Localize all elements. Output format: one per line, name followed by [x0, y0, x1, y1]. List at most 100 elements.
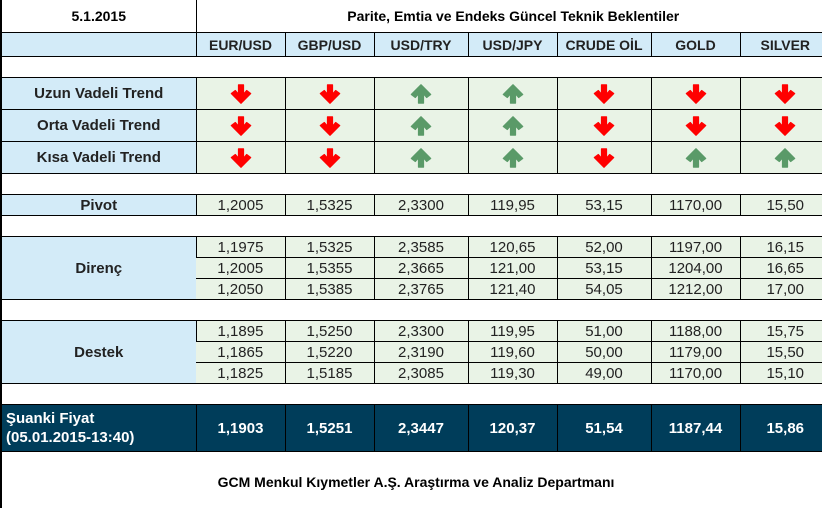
- pivot-label: Pivot: [2, 195, 196, 216]
- arrow-down-icon: [591, 83, 617, 105]
- report-title: Parite, Emtia ve Endeks Güncel Teknik Be…: [196, 0, 822, 33]
- current-price-row: Şuanki Fiyat (05.01.2015-13:40) 1,1903 1…: [2, 405, 822, 452]
- current-price-value: 120,37: [468, 405, 557, 452]
- col-header-eurusd: EUR/USD: [196, 33, 285, 57]
- arrow-down-icon: [683, 115, 709, 137]
- support-value: 2,3300: [374, 321, 468, 342]
- pivot-value: 1,5325: [285, 195, 374, 216]
- arrow-down-icon: [228, 115, 254, 137]
- trend-cell: [651, 78, 740, 110]
- spacer-row: [2, 384, 822, 405]
- current-price-value: 1,5251: [285, 405, 374, 452]
- support-value: 1,1825: [196, 363, 285, 384]
- resistance-value: 121,00: [468, 258, 557, 279]
- col-header-usdjpy: USD/JPY: [468, 33, 557, 57]
- trend-cell: [196, 110, 285, 142]
- resistance-value: 16,65: [740, 258, 822, 279]
- support-value: 15,75: [740, 321, 822, 342]
- pivot-row: Pivot 1,2005 1,5325 2,3300 119,95 53,15 …: [2, 195, 822, 216]
- trend-row-long: Uzun Vadeli Trend: [2, 78, 822, 110]
- trend-cell: [468, 110, 557, 142]
- arrow-up-icon: [500, 115, 526, 137]
- arrow-up-icon: [500, 147, 526, 169]
- current-price-value: 2,3447: [374, 405, 468, 452]
- spacer-row: [2, 216, 822, 237]
- pivot-value: 119,95: [468, 195, 557, 216]
- support-value: 1,1895: [196, 321, 285, 342]
- support-value: 50,00: [557, 342, 651, 363]
- current-price-value: 1,1903: [196, 405, 285, 452]
- trend-cell: [557, 110, 651, 142]
- support-value: 1,5220: [285, 342, 374, 363]
- trend-cell: [740, 110, 822, 142]
- resistance-value: 1,5355: [285, 258, 374, 279]
- report-date: 5.1.2015: [2, 0, 196, 33]
- current-price-title: Şuanki Fiyat: [6, 409, 196, 428]
- resistance-value: 1,2005: [196, 258, 285, 279]
- resistance-row-1: Direnç 1,1975 1,5325 2,3585 120,65 52,00…: [2, 237, 822, 258]
- resistance-label: Direnç: [2, 237, 196, 300]
- trend-label: Kısa Vadeli Trend: [2, 142, 196, 174]
- trend-cell: [557, 142, 651, 174]
- resistance-value: 1212,00: [651, 279, 740, 300]
- resistance-value: 120,65: [468, 237, 557, 258]
- trend-cell: [468, 78, 557, 110]
- resistance-value: 17,00: [740, 279, 822, 300]
- spacer-row: [2, 174, 822, 195]
- arrow-up-icon: [772, 147, 798, 169]
- trend-row-medium: Orta Vadeli Trend: [2, 110, 822, 142]
- trend-cell: [285, 110, 374, 142]
- arrow-down-icon: [228, 83, 254, 105]
- support-value: 119,30: [468, 363, 557, 384]
- trend-cell: [468, 142, 557, 174]
- arrow-up-icon: [408, 115, 434, 137]
- support-value: 1,5250: [285, 321, 374, 342]
- arrow-down-icon: [772, 115, 798, 137]
- current-price-value: 1187,44: [651, 405, 740, 452]
- trend-cell: [651, 142, 740, 174]
- resistance-value: 2,3585: [374, 237, 468, 258]
- current-price-value: 51,54: [557, 405, 651, 452]
- arrow-down-icon: [683, 83, 709, 105]
- support-row-1: Destek 1,1895 1,5250 2,3300 119,95 51,00…: [2, 321, 822, 342]
- trend-cell: [374, 142, 468, 174]
- trend-cell: [285, 78, 374, 110]
- resistance-value: 53,15: [557, 258, 651, 279]
- spacer-row: [2, 57, 822, 78]
- current-price-value: 15,86: [740, 405, 822, 452]
- support-value: 1179,00: [651, 342, 740, 363]
- pivot-value: 1170,00: [651, 195, 740, 216]
- footer-credit: GCM Menkul Kıymetler A.Ş. Araştırma ve A…: [2, 452, 822, 512]
- trend-cell: [285, 142, 374, 174]
- trend-cell: [374, 110, 468, 142]
- resistance-value: 1197,00: [651, 237, 740, 258]
- current-price-label: Şuanki Fiyat (05.01.2015-13:40): [2, 405, 196, 452]
- trend-cell: [374, 78, 468, 110]
- resistance-value: 1,2050: [196, 279, 285, 300]
- support-value: 51,00: [557, 321, 651, 342]
- support-value: 49,00: [557, 363, 651, 384]
- arrow-down-icon: [228, 147, 254, 169]
- arrow-down-icon: [772, 83, 798, 105]
- arrow-down-icon: [591, 147, 617, 169]
- support-value: 1170,00: [651, 363, 740, 384]
- col-header-crude-oil: CRUDE OİL: [557, 33, 651, 57]
- arrow-up-icon: [500, 83, 526, 105]
- arrow-down-icon: [317, 83, 343, 105]
- col-header-gbpusd: GBP/USD: [285, 33, 374, 57]
- resistance-value: 121,40: [468, 279, 557, 300]
- resistance-value: 1,5325: [285, 237, 374, 258]
- trend-label: Uzun Vadeli Trend: [2, 78, 196, 110]
- footer-row: GCM Menkul Kıymetler A.Ş. Araştırma ve A…: [2, 452, 822, 512]
- resistance-value: 2,3665: [374, 258, 468, 279]
- resistance-value: 52,00: [557, 237, 651, 258]
- col-header-silver: SILVER: [740, 33, 822, 57]
- support-value: 1,5185: [285, 363, 374, 384]
- resistance-value: 1204,00: [651, 258, 740, 279]
- title-row: 5.1.2015 Parite, Emtia ve Endeks Güncel …: [2, 0, 822, 33]
- arrow-down-icon: [591, 115, 617, 137]
- support-value: 1188,00: [651, 321, 740, 342]
- col-header-gold: GOLD: [651, 33, 740, 57]
- arrow-up-icon: [408, 83, 434, 105]
